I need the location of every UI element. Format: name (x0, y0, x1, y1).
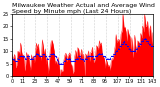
Text: Milwaukee Weather Actual and Average Wind Speed by Minute mph (Last 24 Hours): Milwaukee Weather Actual and Average Win… (12, 3, 155, 14)
